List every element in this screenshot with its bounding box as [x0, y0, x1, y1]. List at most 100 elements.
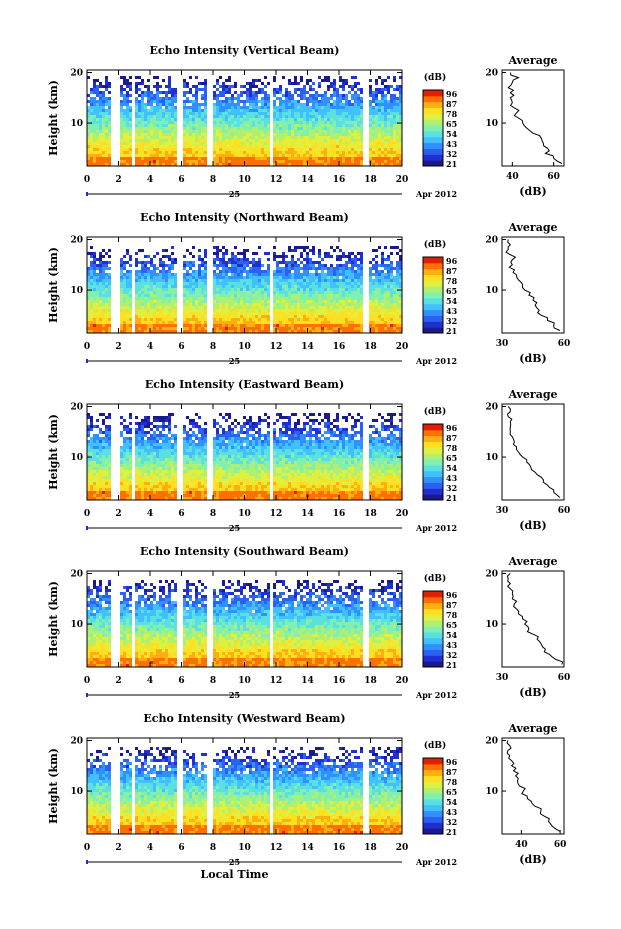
heatmap-cell [396, 148, 399, 151]
heatmap-cell [273, 94, 276, 97]
heatmap-cell [219, 497, 222, 500]
heatmap-cell [261, 288, 264, 291]
heatmap-cell [153, 285, 156, 288]
heatmap-cell [87, 136, 90, 139]
heatmap-cell [96, 79, 99, 82]
heatmap-cell [330, 109, 333, 112]
heatmap-cell [231, 139, 234, 142]
heatmap-cell [135, 106, 138, 109]
heatmap-cell [171, 106, 174, 109]
heatmap-cell [381, 136, 384, 139]
heatmap-cell [375, 324, 378, 327]
heatmap-cell [396, 288, 399, 291]
heatmap-cell [390, 264, 393, 267]
heatmap-cell [192, 103, 195, 106]
heatmap-cell [99, 130, 102, 133]
heatmap-cell [198, 249, 201, 252]
heatmap-cell [288, 324, 291, 327]
heatmap-cell [327, 145, 330, 148]
heatmap-cell [369, 297, 372, 300]
heatmap-cell [126, 249, 129, 252]
heatmap-cell [345, 276, 348, 279]
heatmap-cell [324, 151, 327, 154]
heatmap-cell [237, 112, 240, 115]
heatmap-cell [90, 288, 93, 291]
heatmap-cell [219, 264, 222, 267]
heatmap-cell [159, 127, 162, 130]
heatmap-cell [351, 106, 354, 109]
heatmap-cell [159, 264, 162, 267]
heatmap-cell [384, 142, 387, 145]
heatmap-cell [315, 103, 318, 106]
heatmap-cell [105, 327, 108, 330]
heatmap-cell [393, 330, 396, 333]
heatmap-cell [375, 249, 378, 252]
heatmap-cell [327, 76, 330, 79]
heatmap-cell [300, 160, 303, 163]
heatmap-cell [309, 79, 312, 82]
heatmap-cell [99, 285, 102, 288]
heatmap-cell [141, 309, 144, 312]
heatmap-cell [315, 282, 318, 285]
heatmap-cell [261, 291, 264, 294]
heatmap-cell [99, 330, 102, 333]
panel-title: Echo Intensity (Northward Beam) [140, 211, 349, 224]
heatmap-cell [189, 261, 192, 264]
heatmap-cell [123, 88, 126, 91]
heatmap-cell [252, 118, 255, 121]
heatmap-cell [195, 294, 198, 297]
heatmap-cell [381, 327, 384, 330]
heatmap-cell [240, 85, 243, 88]
heatmap-cell [282, 154, 285, 157]
heatmap-cell [369, 294, 372, 297]
heatmap-cell [309, 324, 312, 327]
heatmap-cell [276, 303, 279, 306]
heatmap-cell [393, 145, 396, 148]
heatmap-cell [369, 270, 372, 273]
heatmap-cell [291, 145, 294, 148]
heatmap-cell [129, 300, 132, 303]
heatmap-cell [345, 82, 348, 85]
heatmap-cell [387, 297, 390, 300]
heatmap-cell [357, 282, 360, 285]
heatmap-cell [354, 258, 357, 261]
x-tick-label: 10 [238, 342, 251, 352]
heatmap-cell [189, 309, 192, 312]
heatmap-cell [273, 306, 276, 309]
heatmap-cell [393, 315, 396, 318]
heatmap-cell [171, 118, 174, 121]
heatmap-cell [90, 497, 93, 500]
heatmap-cell [243, 312, 246, 315]
heatmap-cell [321, 139, 324, 142]
heatmap-cell [228, 282, 231, 285]
colorbar-swatch [423, 107, 443, 114]
heatmap-cell [156, 85, 159, 88]
heatmap-cell [225, 300, 228, 303]
heatmap-cell [297, 282, 300, 285]
heatmap-cell [360, 118, 363, 121]
heatmap-cell [93, 497, 96, 500]
heatmap-cell [303, 112, 306, 115]
heatmap-cell [141, 312, 144, 315]
heatmap-cell [153, 112, 156, 115]
heatmap-cell [252, 115, 255, 118]
heatmap-cell [243, 142, 246, 145]
heatmap-cell [285, 148, 288, 151]
heatmap-cell [240, 145, 243, 148]
heatmap-cell [372, 127, 375, 130]
heatmap-cell [330, 309, 333, 312]
heatmap-cell [240, 124, 243, 127]
heatmap-cell [384, 276, 387, 279]
heatmap-cell [237, 264, 240, 267]
heatmap-cell [342, 312, 345, 315]
heatmap-cell [123, 76, 126, 79]
heatmap-cell [231, 133, 234, 136]
heatmap-cell [273, 285, 276, 288]
heatmap-cell [183, 142, 186, 145]
heatmap-cell [384, 309, 387, 312]
heatmap-cell [381, 261, 384, 264]
heatmap-cell [150, 261, 153, 264]
heatmap-cell [321, 130, 324, 133]
heatmap-cell [333, 124, 336, 127]
